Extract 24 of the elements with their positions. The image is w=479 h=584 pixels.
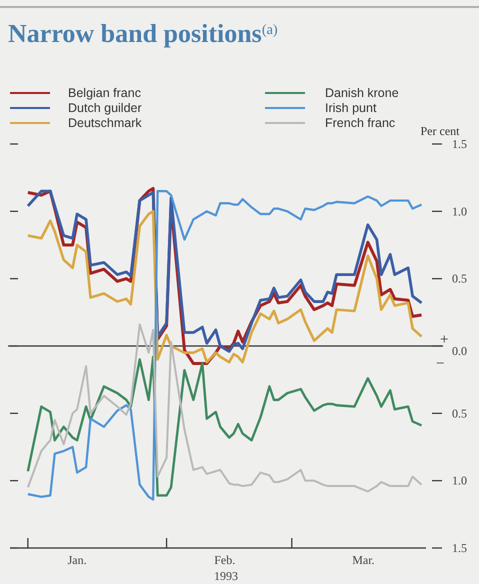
y-axis-title: Per cent	[420, 124, 460, 138]
line-series	[26, 323, 423, 492]
line-series	[26, 356, 423, 497]
y-tick-label: 1.5	[452, 137, 467, 151]
legend-label: French franc	[325, 116, 396, 130]
y-tick-label: 0.0	[452, 344, 467, 358]
x-tick-label: Jan.	[68, 553, 87, 567]
text: +	[440, 332, 448, 348]
chart-title: Narrow band positions$^{(a)}$	[8, 19, 278, 48]
legend-label: Dutch guilder	[68, 101, 142, 115]
y-tick-label: 1.0	[452, 474, 467, 488]
legend-label: Danish krone	[325, 86, 399, 100]
y-tick-label: 1.5	[452, 541, 467, 555]
x-axis-title: 1993	[214, 569, 238, 583]
text: −	[436, 356, 444, 372]
legend-label: Deutschmark	[68, 116, 142, 130]
y-tick-label: 1.0	[452, 204, 467, 218]
y-tick-label: 0.5	[452, 406, 467, 420]
line-series	[26, 190, 423, 501]
y-tick-label: 0.5	[452, 272, 467, 286]
legend-label: Irish punt	[325, 101, 377, 115]
x-tick-label: Mar.	[352, 553, 375, 567]
x-tick-label: Feb.	[214, 553, 236, 567]
legend-label: Belgian franc	[68, 86, 141, 100]
